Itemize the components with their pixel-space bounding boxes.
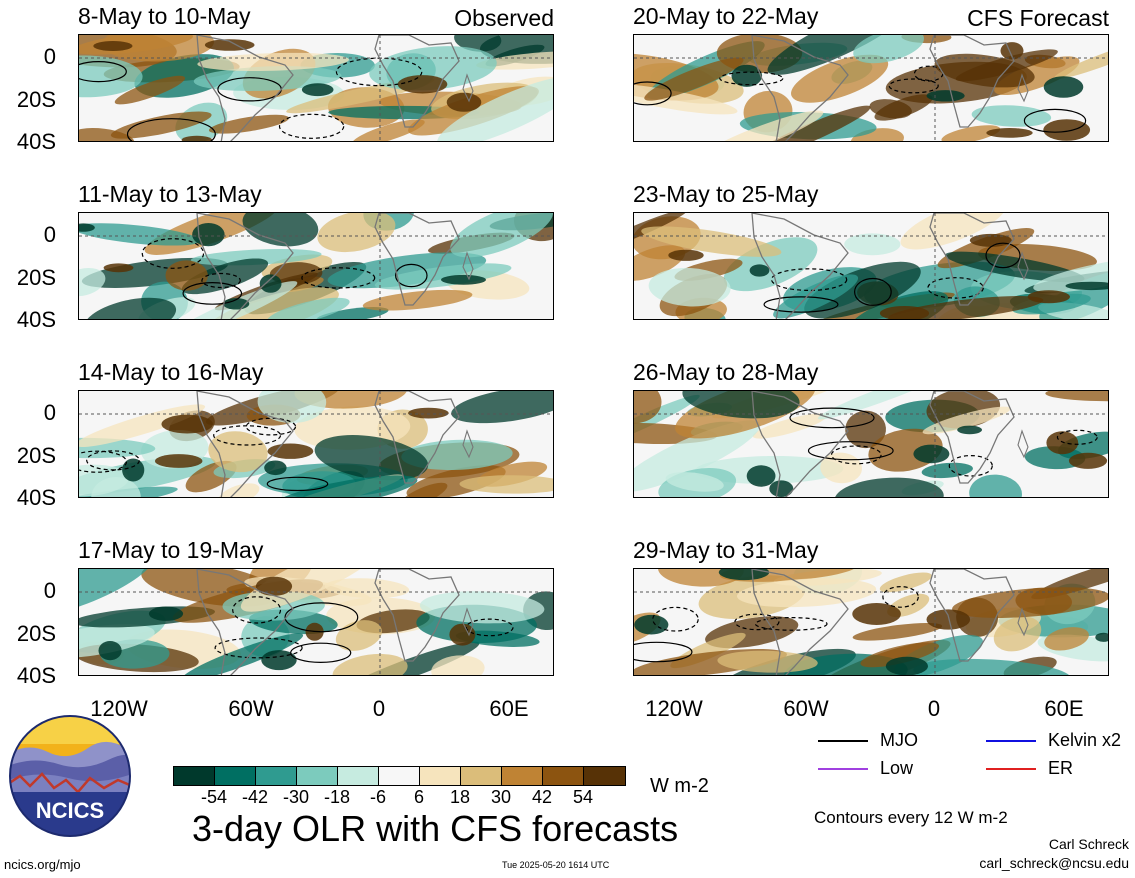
y-tick-label: 40S — [16, 307, 56, 332]
panel-date-range: 26-May to 28-May — [633, 359, 819, 385]
x-tick-label: 60E — [1044, 696, 1084, 721]
colorbar-tick-label: 6 — [413, 787, 424, 807]
logo-text: NCICS — [36, 798, 104, 823]
legend-line-er — [986, 767, 1036, 770]
colorbar-swatch — [379, 767, 420, 785]
legend-line-mjo — [818, 739, 868, 742]
panel-date-range: 11-May to 13-May — [78, 181, 262, 207]
map-frame — [78, 34, 554, 142]
panel-date-range: 20-May to 22-May — [633, 3, 819, 29]
colorbar-tick-label: -30 — [282, 787, 309, 807]
map-frame — [78, 568, 554, 676]
colorbar-tick-label: 42 — [531, 787, 553, 807]
ncics-logo: NCICS — [9, 715, 131, 837]
credit-email[interactable]: carl_schreck@ncsu.edu — [979, 855, 1129, 871]
olr-map — [634, 391, 1108, 497]
panel-date-range: 17-May to 19-May — [78, 537, 264, 563]
x-tick-label: 60W — [783, 696, 829, 721]
footer-site-link[interactable]: ncics.org/mjo — [4, 857, 81, 872]
colorbar-tick-label: 54 — [572, 787, 594, 807]
legend-label-mjo: MJO — [880, 730, 918, 750]
colorbar-tick-label: -18 — [323, 787, 350, 807]
x-tick-label: 0 — [372, 696, 386, 721]
map-frame — [78, 390, 554, 498]
map-frame — [633, 212, 1109, 320]
map-frame — [78, 212, 554, 320]
panel-source-tag: Observed — [454, 5, 554, 31]
panel-date-range: 14-May to 16-May — [78, 359, 264, 385]
olr-map — [79, 35, 553, 141]
x-tick-label: 120W — [645, 696, 703, 721]
colorbar-tick-label: -42 — [241, 787, 268, 807]
colorbar-tick-label: -6 — [369, 787, 386, 807]
footer-timestamp: Tue 2025-05-20 1614 UTC — [502, 860, 610, 870]
legend-kelvin: Kelvin x2 — [986, 730, 1121, 751]
colorbar-swatch — [174, 767, 215, 785]
colorbar-swatch — [543, 767, 584, 785]
y-tick-label: 40S — [16, 129, 56, 154]
colorbar-swatch — [256, 767, 297, 785]
credit-name: Carl Schreck — [1048, 836, 1129, 852]
legend-label-low: Low — [880, 758, 914, 778]
y-tick-label: 40S — [16, 663, 56, 688]
olr-map — [79, 391, 553, 497]
legend-er: ER — [986, 758, 1073, 779]
olr-map — [79, 569, 553, 675]
colorbar-tick-label: -54 — [200, 787, 227, 807]
colorbar — [173, 766, 626, 786]
legend-label-er: ER — [1048, 758, 1074, 778]
legend-low: Low — [818, 758, 913, 779]
y-tick-label: 20S — [16, 621, 56, 646]
map-frame — [633, 568, 1109, 676]
contour-note: Contours every 12 W m-2 — [814, 808, 1008, 827]
y-tick-label: 0 — [43, 222, 56, 247]
y-tick-label: 20S — [16, 443, 56, 468]
legend-line-low — [818, 767, 868, 770]
olr-map — [634, 569, 1108, 675]
x-tick-label: 60W — [228, 696, 274, 721]
colorbar-units: W m-2 — [650, 775, 709, 797]
panel-date-range: 29-May to 31-May — [633, 537, 819, 563]
y-tick-label: 0 — [43, 400, 56, 425]
panel-date-range: 8-May to 10-May — [78, 3, 251, 29]
olr-map — [634, 35, 1108, 141]
y-tick-label: 20S — [16, 265, 56, 290]
colorbar-swatch — [584, 767, 625, 785]
legend-mjo: MJO — [818, 730, 918, 751]
colorbar-swatch — [502, 767, 543, 785]
legend-line-kelvin — [986, 739, 1036, 742]
y-tick-label: 40S — [16, 485, 56, 510]
olr-map — [79, 213, 553, 319]
y-tick-label: 0 — [43, 578, 56, 603]
panel-source-tag: CFS Forecast — [967, 5, 1109, 31]
colorbar-swatch — [420, 767, 461, 785]
main-title: 3-day OLR with CFS forecasts — [192, 808, 679, 849]
colorbar-tick-label: 30 — [490, 787, 512, 807]
colorbar-tick-label: 18 — [449, 787, 471, 807]
map-frame — [633, 34, 1109, 142]
x-tick-label: 0 — [927, 696, 941, 721]
y-tick-label: 20S — [16, 87, 56, 112]
colorbar-swatch — [461, 767, 502, 785]
x-tick-label: 120W — [90, 696, 148, 721]
colorbar-swatch — [215, 767, 256, 785]
y-tick-label: 0 — [43, 44, 56, 69]
x-tick-label: 60E — [489, 696, 529, 721]
panel-date-range: 23-May to 25-May — [633, 181, 819, 207]
legend-label-kelvin: Kelvin x2 — [1048, 730, 1122, 750]
colorbar-swatch — [297, 767, 338, 785]
colorbar-swatch — [338, 767, 379, 785]
map-frame — [633, 390, 1109, 498]
olr-map — [634, 213, 1108, 319]
